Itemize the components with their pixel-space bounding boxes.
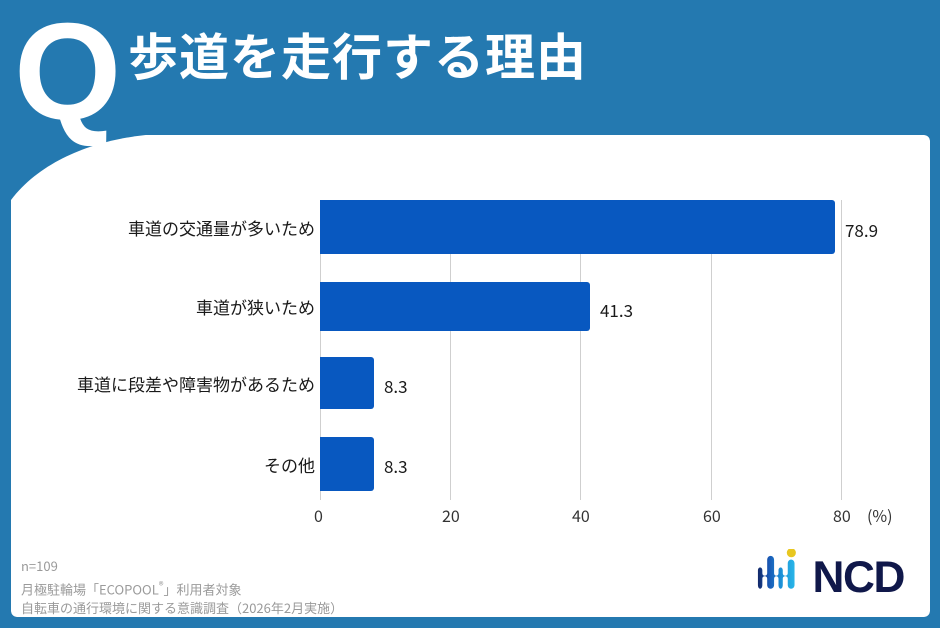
svg-text:NCD: NCD — [812, 553, 904, 602]
